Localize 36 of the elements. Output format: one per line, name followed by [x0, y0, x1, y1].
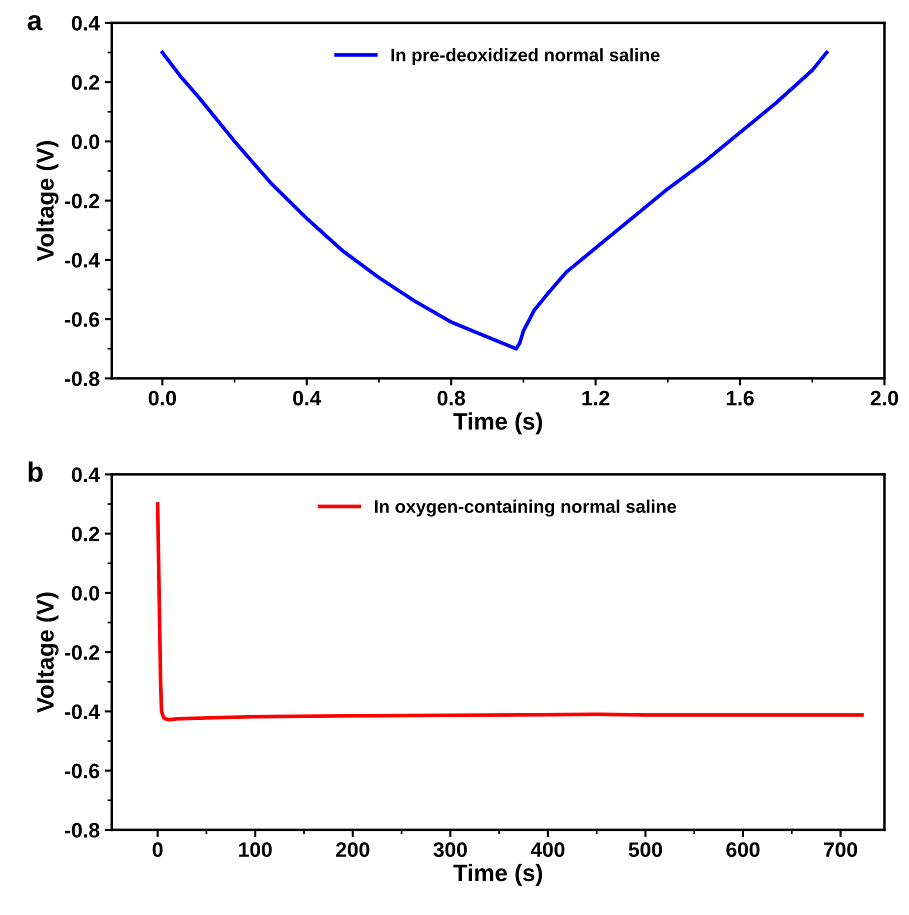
y-tick-label: 0.2 [72, 526, 100, 542]
y-tick-label: 0.0 [72, 586, 100, 601]
text: a [28, 15, 42, 30]
y-tick-label: 0.4 [72, 16, 100, 31]
y-tick-label: 0.2 [72, 75, 100, 90]
text: b [28, 461, 43, 482]
y-tick-label: -0.2 [64, 194, 100, 208]
x-tick-label: 600 [726, 842, 760, 858]
y-tick-label: -0.6 [64, 312, 100, 327]
y-axis-title: Voltage (V) [36, 141, 59, 262]
x-tick-label: 0.0 [148, 390, 176, 406]
x-tick-label: 300 [433, 842, 467, 858]
x-tick-label: 1.6 [726, 390, 754, 406]
x-tick-label: 700 [824, 842, 858, 858]
x-tick-label: 100 [239, 842, 272, 858]
x-tick-label: 0.8 [438, 390, 466, 406]
x-tick-label: 200 [336, 842, 370, 858]
legend-label: In oxygen-containing normal saline [374, 500, 676, 517]
x-tick-label: 500 [628, 842, 662, 858]
x-tick-label: 2.0 [870, 390, 898, 406]
y-tick-label: 0.4 [72, 467, 100, 482]
y-tick-label: -0.4 [64, 252, 100, 268]
x-tick-label: 1.2 [582, 390, 610, 406]
y-axis-title: Voltage (V) [36, 592, 59, 713]
x-tick-label: 0.4 [293, 390, 322, 406]
y-tick-label: -0.8 [64, 371, 100, 386]
x-tick-label: 0 [152, 842, 163, 858]
x-axis-title: Time (s) [453, 412, 542, 434]
y-tick-label: 0.0 [72, 134, 100, 150]
legend-label: In pre-deoxidized normal saline [391, 48, 660, 65]
y-tick-label: -0.6 [64, 764, 100, 778]
y-tick-label: -0.2 [64, 645, 100, 660]
y-tick-label: -0.8 [64, 822, 100, 838]
x-axis-title: Time (s) [453, 864, 542, 886]
y-tick-label: -0.4 [64, 704, 100, 720]
x-tick-label: 400 [530, 842, 564, 858]
